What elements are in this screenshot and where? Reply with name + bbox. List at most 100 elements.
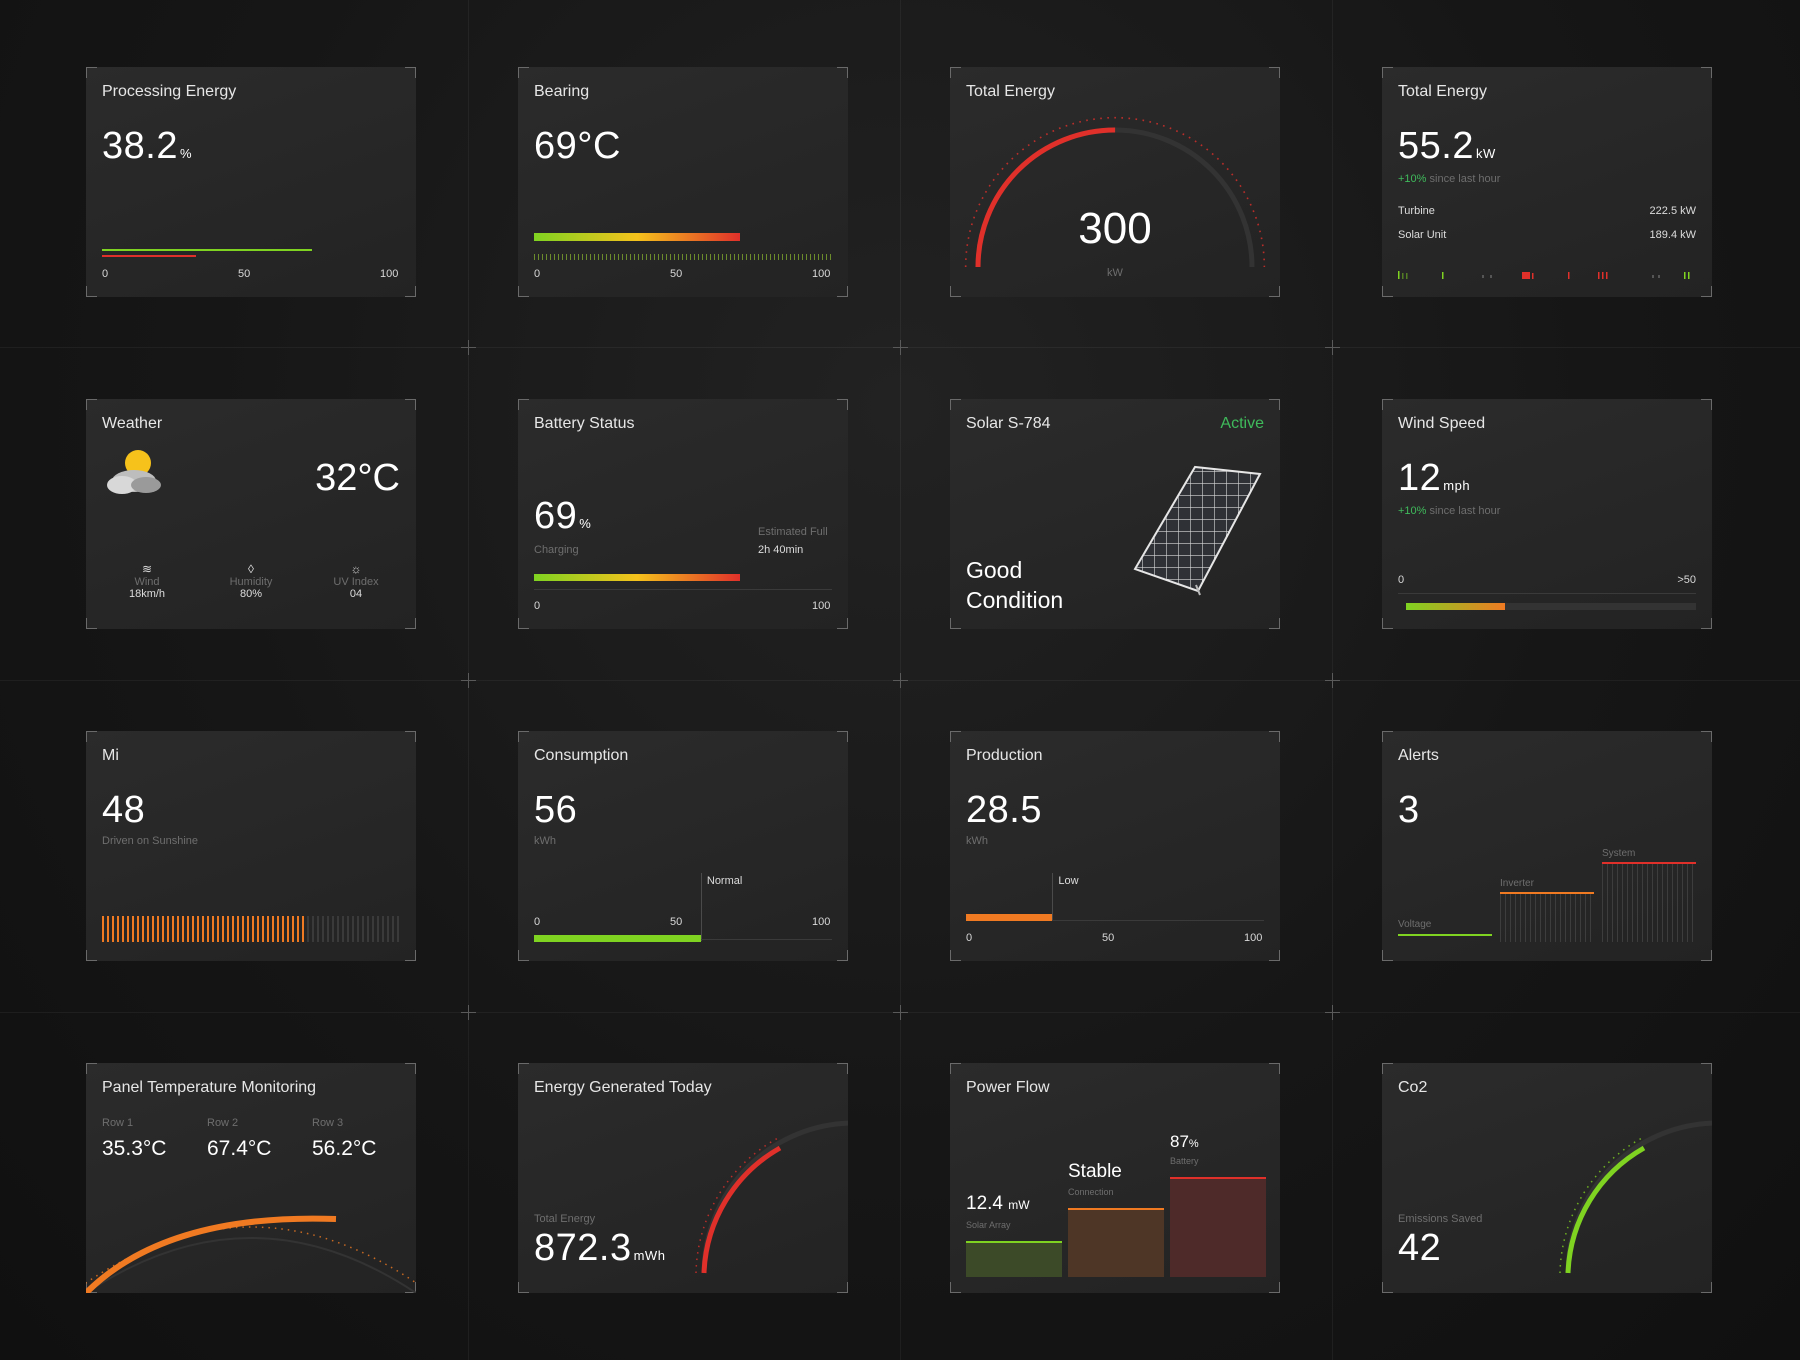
solar-unit-value: 189.4 kW bbox=[1649, 229, 1696, 241]
normal-marker-line bbox=[700, 873, 702, 941]
card-title: Energy Generated Today bbox=[534, 1079, 712, 1096]
card-title: Solar S-784 bbox=[966, 415, 1051, 432]
card-title: Mi bbox=[102, 747, 119, 764]
solar-unit-card[interactable]: Solar S-784 Active Good Condition bbox=[950, 399, 1280, 629]
row1-value: 35.3°C bbox=[102, 1137, 167, 1160]
solar-array-label: Solar Array bbox=[966, 1220, 1011, 1230]
energy-ticks-strip bbox=[1398, 271, 1690, 279]
processing-red-bar bbox=[102, 255, 197, 257]
consumption-bar bbox=[534, 935, 701, 942]
sun-icon: ☼ bbox=[350, 562, 362, 576]
energy-today-card[interactable]: Energy Generated Today Total Energy 872.… bbox=[518, 1063, 848, 1293]
total-change: +10% since last hour bbox=[1398, 173, 1501, 185]
card-title: Panel Temperature Monitoring bbox=[102, 1079, 317, 1096]
total-value: 55.2 kW bbox=[1398, 125, 1496, 167]
mi-card[interactable]: Mi 48 Driven on Sunshine bbox=[86, 731, 416, 961]
solar-array-value: 12.4 mW bbox=[966, 1193, 1030, 1214]
tick-50: 50 bbox=[670, 916, 683, 928]
mi-bar bbox=[102, 916, 308, 942]
battery-status-card[interactable]: Battery Status 69% Charging Estimated Fu… bbox=[518, 399, 848, 629]
consumption-card[interactable]: Consumption 56 kWh Normal 0 50 100 bbox=[518, 731, 848, 961]
inverter-label: Inverter bbox=[1500, 878, 1534, 889]
tick-50: 50 bbox=[238, 268, 251, 280]
production-card[interactable]: Production 28.5 kWh Low 0 50 100 bbox=[950, 731, 1280, 961]
bearing-bar bbox=[534, 233, 740, 241]
tick-100: 100 bbox=[812, 916, 831, 928]
tick-100: 100 bbox=[812, 600, 831, 612]
tick-100: 100 bbox=[812, 268, 831, 280]
power-flow-card[interactable]: Power Flow 12.4 mW Solar Array Stable Co… bbox=[950, 1063, 1280, 1293]
card-title: Co2 bbox=[1398, 1079, 1428, 1096]
co2-gauge bbox=[1559, 1120, 1712, 1274]
battery-flow-bar bbox=[1170, 1177, 1266, 1277]
alerts-card[interactable]: Alerts 3 Voltage Inverter System bbox=[1382, 731, 1712, 961]
panel-temperature-card[interactable]: Panel Temperature Monitoring Row 1 35.3°… bbox=[86, 1063, 416, 1293]
estimated-label: Estimated Full bbox=[758, 526, 828, 538]
card-title: Alerts bbox=[1398, 747, 1439, 764]
low-marker-line bbox=[1052, 873, 1054, 921]
production-value: 28.5 bbox=[966, 789, 1042, 831]
total-energy-card[interactable]: Total Energy 55.2 kW +10% since last hour… bbox=[1382, 67, 1712, 297]
card-title: Power Flow bbox=[966, 1079, 1050, 1096]
partly-cloudy-icon bbox=[107, 450, 161, 494]
condition-line1: Good bbox=[966, 557, 1023, 583]
consumption-unit: kWh bbox=[534, 835, 556, 847]
estimated-value: 2h 40min bbox=[758, 544, 804, 556]
battery-value: 69% bbox=[534, 495, 592, 537]
humidity-stat: ◊ Humidity 80% bbox=[226, 562, 276, 600]
system-bar bbox=[1602, 862, 1696, 942]
processing-energy-card[interactable]: Processing Energy 38.2% 0 50 100 bbox=[86, 67, 416, 297]
battery-flow-value: 87% bbox=[1170, 1132, 1199, 1151]
processing-green-bar bbox=[102, 249, 312, 251]
tick-50: 50 bbox=[1102, 932, 1115, 944]
bearing-card[interactable]: Bearing 69°C 0 50 100 bbox=[518, 67, 848, 297]
condition-line2: Condition bbox=[966, 587, 1064, 613]
voltage-bar bbox=[1398, 934, 1492, 936]
humidity-icon: ◊ bbox=[248, 562, 254, 576]
total-energy-gauge bbox=[964, 116, 1266, 268]
bearing-value: 69°C bbox=[534, 125, 621, 167]
card-title: Processing Energy bbox=[102, 83, 237, 100]
row2-label: Row 2 bbox=[207, 1117, 239, 1129]
card-title: Production bbox=[966, 747, 1043, 764]
inverter-bar bbox=[1500, 892, 1594, 942]
production-track bbox=[966, 920, 1264, 921]
wind-value: 12 mph bbox=[1398, 457, 1471, 499]
co2-card[interactable]: Co2 Emissions Saved 42 bbox=[1382, 1063, 1712, 1293]
consumption-value: 56 bbox=[534, 789, 578, 831]
co2-value: 42 bbox=[1398, 1227, 1442, 1269]
turbine-label: Turbine bbox=[1398, 205, 1435, 217]
wind-icon: ≋ bbox=[141, 562, 153, 576]
card-title: Bearing bbox=[534, 83, 590, 100]
wind-stat: ≋ Wind 18km/h bbox=[122, 562, 172, 600]
co2-sub: Emissions Saved bbox=[1398, 1213, 1483, 1225]
uv-stat: ☼ UV Index 04 bbox=[326, 562, 386, 600]
solar-unit-label: Solar Unit bbox=[1398, 229, 1447, 241]
gauge-value: 300 bbox=[1078, 204, 1152, 253]
tick-100: 100 bbox=[380, 268, 399, 280]
tick-50: 50 bbox=[670, 268, 683, 280]
wind-track-line bbox=[1398, 593, 1696, 594]
row3-value: 56.2°C bbox=[312, 1137, 377, 1160]
alerts-value: 3 bbox=[1398, 789, 1420, 831]
low-marker: Low bbox=[1058, 875, 1079, 887]
wind-min: 0 bbox=[1398, 574, 1405, 586]
battery-flow-label: Battery bbox=[1170, 1156, 1199, 1166]
weather-card[interactable]: Weather 32°C ≋ Wind 18km/h ◊ Humidity 80… bbox=[86, 399, 416, 629]
wind-track bbox=[1406, 603, 1696, 610]
normal-marker: Normal bbox=[706, 875, 743, 887]
card-title: Wind Speed bbox=[1398, 415, 1486, 432]
row1-label: Row 1 bbox=[102, 1117, 134, 1129]
total-energy-gauge-card[interactable]: Total Energy 300 kW bbox=[950, 67, 1280, 297]
wind-change: +10% since last hour bbox=[1398, 505, 1501, 517]
solar-array-bar bbox=[966, 1241, 1062, 1277]
card-title: Weather bbox=[102, 415, 163, 432]
solar-status: Active bbox=[1220, 415, 1264, 432]
wind-speed-card[interactable]: Wind Speed 12 mph +10% since last hour 0 … bbox=[1382, 399, 1712, 629]
tick-0: 0 bbox=[534, 600, 541, 612]
battery-sub: Charging bbox=[534, 544, 579, 556]
connection-bar bbox=[1068, 1208, 1164, 1277]
weather-temp: 32°C bbox=[315, 457, 400, 499]
wind-bar bbox=[1406, 603, 1505, 610]
mi-sub: Driven on Sunshine bbox=[102, 835, 199, 847]
